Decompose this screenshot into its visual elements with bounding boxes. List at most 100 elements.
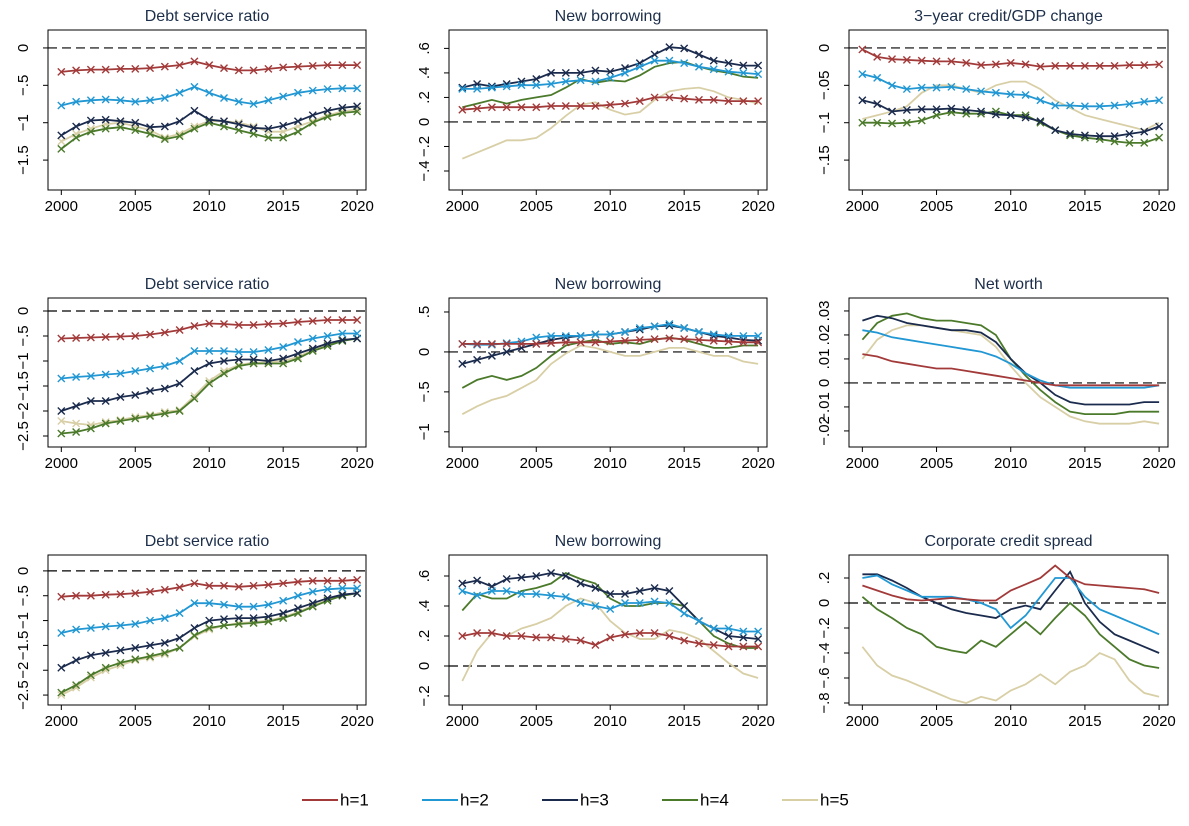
point-marker: [576, 338, 585, 347]
x-tick-label: 2015: [1068, 198, 1101, 215]
point-marker: [72, 419, 81, 428]
y-tick-label: −.5: [15, 325, 32, 346]
point-marker: [917, 83, 926, 92]
point-marker: [665, 587, 674, 595]
point-marker: [502, 347, 511, 356]
point-marker: [160, 133, 169, 142]
point-marker: [279, 63, 288, 72]
point-marker: [175, 643, 184, 652]
series-line: [461, 597, 759, 682]
y-tick-label: −1: [416, 423, 433, 440]
point-marker: [591, 584, 600, 592]
point-marker: [234, 355, 243, 364]
point-marker: [205, 88, 214, 97]
point-marker: [72, 625, 81, 634]
point-marker: [146, 123, 155, 132]
point-marker: [458, 83, 467, 92]
point-marker: [234, 362, 243, 370]
point-marker: [175, 583, 184, 592]
point-marker: [86, 424, 95, 433]
point-marker: [1125, 129, 1134, 138]
y-tick-label: −.01: [816, 392, 833, 422]
point-marker: [902, 55, 911, 64]
point-marker: [932, 105, 941, 114]
point-marker: [473, 629, 482, 637]
point-marker: [323, 576, 332, 585]
point-marker: [160, 362, 169, 370]
point-marker: [458, 587, 467, 595]
point-marker: [279, 133, 288, 142]
point-marker: [888, 55, 897, 64]
point-marker: [205, 624, 214, 633]
y-tick-label: −.4: [416, 160, 433, 181]
point-marker: [86, 372, 95, 380]
point-marker: [220, 347, 229, 355]
point-marker: [917, 56, 926, 65]
point-marker: [131, 367, 140, 375]
point-marker: [1006, 58, 1015, 67]
point-marker: [665, 93, 674, 102]
point-marker: [1140, 127, 1149, 136]
point-marker: [146, 129, 155, 138]
point-marker: [279, 121, 288, 130]
plot-frame: [848, 29, 1169, 191]
point-marker: [190, 631, 199, 640]
point-marker: [635, 323, 644, 332]
y-tick-label: .4: [416, 67, 433, 80]
y-tick-label: −2.5: [15, 421, 32, 451]
point-marker: [160, 384, 169, 393]
point-marker: [72, 656, 81, 665]
y-tick-label: −.1: [816, 112, 833, 133]
y-tick-label: 0: [15, 567, 32, 575]
y-tick-label: 0: [15, 44, 32, 52]
y-tick-label: −1.5: [15, 631, 32, 661]
point-marker: [458, 359, 467, 368]
point-marker: [487, 83, 496, 92]
point-marker: [249, 100, 258, 109]
point-marker: [591, 641, 600, 649]
point-marker: [473, 104, 482, 113]
point-marker: [57, 688, 66, 697]
y-tick-label: −1: [15, 352, 32, 369]
y-tick-label: .4: [416, 600, 433, 613]
point-marker: [308, 587, 317, 596]
point-marker: [160, 585, 169, 594]
point-marker: [72, 402, 81, 410]
y-tick-label: 0: [15, 307, 32, 315]
point-marker: [977, 107, 986, 116]
point-marker: [353, 102, 362, 111]
x-tick-label: 2015: [266, 455, 299, 472]
series-line: [461, 571, 759, 649]
point-marker: [1095, 61, 1104, 70]
point-marker: [724, 59, 733, 68]
point-marker: [1155, 122, 1164, 131]
point-marker: [591, 102, 600, 111]
point-marker: [1066, 101, 1075, 110]
point-marker: [131, 97, 140, 106]
point-marker: [175, 357, 184, 365]
point-marker: [517, 632, 526, 640]
point-marker: [1051, 61, 1060, 70]
point-marker: [1095, 102, 1104, 111]
x-tick-label: 2005: [920, 713, 953, 730]
point-marker: [86, 671, 95, 680]
point-marker: [293, 591, 302, 600]
point-marker: [650, 322, 659, 331]
point-marker: [175, 88, 184, 97]
y-tick-label: −.05: [816, 71, 833, 101]
point-marker: [234, 582, 243, 591]
point-marker: [234, 620, 243, 629]
point-marker: [532, 339, 541, 348]
x-tick-label: 2005: [119, 713, 152, 730]
point-marker: [694, 639, 703, 648]
series-line: [861, 48, 1160, 68]
point-marker: [606, 100, 615, 109]
point-marker: [977, 61, 986, 70]
panel-title: 3−year credit/GDP change: [914, 8, 1103, 25]
point-marker: [86, 624, 95, 633]
point-marker: [547, 331, 556, 340]
point-marker: [724, 624, 733, 633]
point-marker: [576, 76, 585, 85]
point-marker: [739, 97, 748, 106]
point-marker: [547, 79, 556, 88]
